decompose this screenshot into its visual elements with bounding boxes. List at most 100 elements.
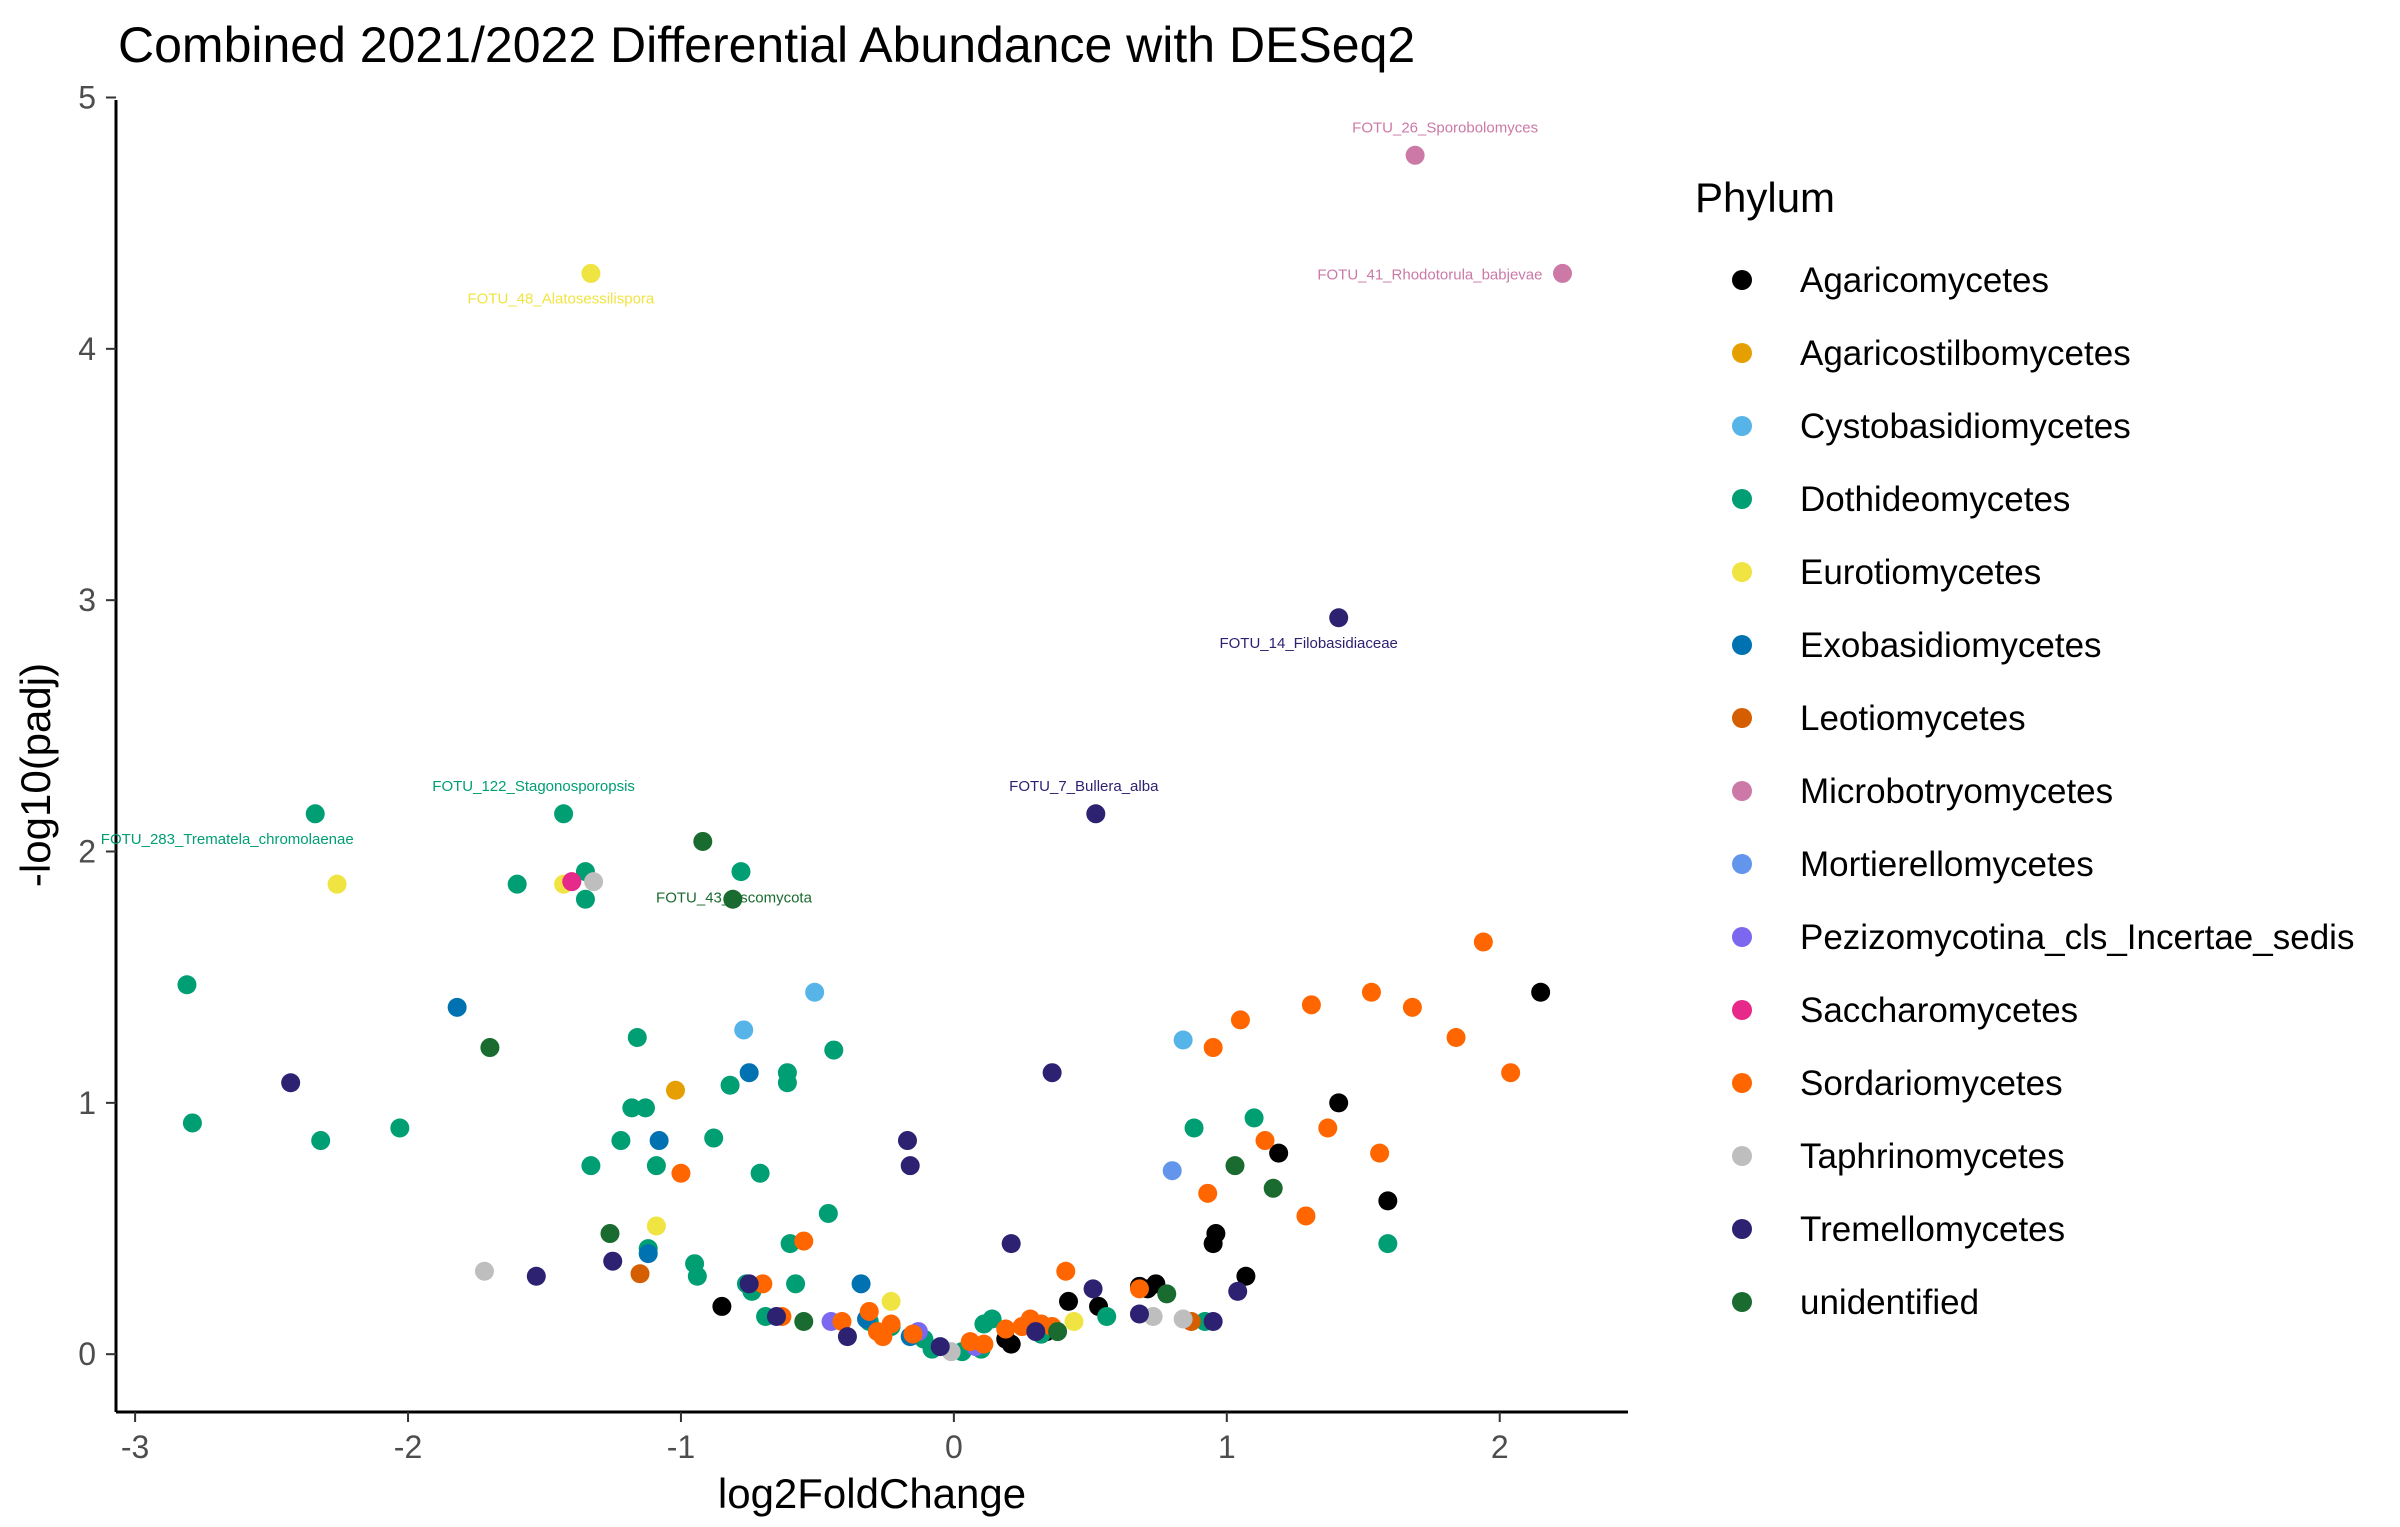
data-point bbox=[507, 874, 527, 894]
data-point bbox=[177, 975, 197, 995]
data-point bbox=[794, 1312, 814, 1332]
data-point bbox=[897, 1131, 917, 1151]
legend-label: Eurotiomycetes bbox=[1800, 553, 2041, 592]
y-tick-label: 4 bbox=[78, 331, 96, 367]
data-point bbox=[818, 1203, 838, 1223]
data-point bbox=[1173, 1309, 1193, 1329]
data-point bbox=[766, 1306, 786, 1326]
legend-label: Tremellomycetes bbox=[1800, 1210, 2065, 1249]
point-annotations: FOTU_26_Sporobolomyces FOTU_41_Rhodotorul… bbox=[101, 119, 1543, 906]
data-point bbox=[562, 872, 582, 892]
point-annotation: FOTU_283_Trematela_chromolaenae bbox=[101, 831, 354, 848]
data-point bbox=[1198, 1183, 1218, 1203]
data-point bbox=[1173, 1030, 1193, 1050]
data-point bbox=[753, 1274, 773, 1294]
data-point bbox=[1203, 1038, 1223, 1058]
legend-swatch bbox=[1732, 781, 1752, 801]
data-point bbox=[281, 1073, 301, 1093]
chart-title: Combined 2021/2022 Differential Abundanc… bbox=[118, 17, 1415, 73]
data-point bbox=[575, 889, 595, 909]
data-point bbox=[739, 1274, 759, 1294]
data-point bbox=[627, 1028, 647, 1048]
data-point bbox=[622, 1098, 642, 1118]
legend-label: Pezizomycotina_cls_Incertae_sedis bbox=[1800, 918, 2354, 957]
data-point bbox=[1236, 1266, 1256, 1286]
data-point bbox=[832, 1312, 852, 1332]
legend-label: Agaricomycetes bbox=[1800, 261, 2049, 300]
data-point bbox=[1048, 1322, 1068, 1342]
x-tick-label: 0 bbox=[945, 1429, 963, 1465]
data-point bbox=[750, 1163, 770, 1183]
data-point bbox=[649, 1131, 669, 1151]
legend-swatch bbox=[1732, 635, 1752, 655]
data-point bbox=[1361, 982, 1381, 1002]
legend-label: Agaricostilbomycetes bbox=[1800, 334, 2131, 373]
data-point bbox=[731, 862, 751, 882]
legend-label: Exobasidiomycetes bbox=[1800, 626, 2102, 665]
x-tick-label: 2 bbox=[1491, 1429, 1509, 1465]
data-point bbox=[646, 1156, 666, 1176]
y-tick-label: 1 bbox=[78, 1085, 96, 1121]
legend: Phylum Agaricomycetes Agaricostilbomycete… bbox=[1695, 174, 2354, 1322]
data-point bbox=[1318, 1118, 1338, 1138]
data-point bbox=[805, 982, 825, 1002]
data-point bbox=[881, 1314, 901, 1334]
data-point bbox=[1501, 1063, 1521, 1083]
data-point bbox=[1129, 1279, 1149, 1299]
data-point bbox=[1001, 1234, 1021, 1254]
data-point bbox=[1206, 1224, 1226, 1244]
data-point bbox=[1157, 1284, 1177, 1304]
data-point bbox=[1203, 1312, 1223, 1332]
data-point bbox=[1083, 1279, 1103, 1299]
data-point bbox=[777, 1073, 797, 1093]
y-tick-label: 3 bbox=[78, 582, 96, 618]
data-point bbox=[182, 1113, 202, 1133]
data-point bbox=[712, 1296, 732, 1316]
data-point bbox=[1446, 1028, 1466, 1048]
data-point bbox=[837, 1327, 857, 1347]
data-point bbox=[786, 1274, 806, 1294]
data-point bbox=[996, 1319, 1016, 1339]
data-point bbox=[930, 1337, 950, 1357]
legend-swatch bbox=[1732, 854, 1752, 874]
legend-swatch bbox=[1732, 343, 1752, 363]
point-annotation: FOTU_48_Alatosessilispora bbox=[468, 290, 655, 307]
legend-label: Saccharomycetes bbox=[1800, 991, 2078, 1030]
legend-label: Taphrinomycetes bbox=[1800, 1137, 2065, 1176]
data-point bbox=[1329, 1093, 1349, 1113]
legend-swatch bbox=[1732, 1219, 1752, 1239]
data-point bbox=[881, 1291, 901, 1311]
data-point bbox=[1329, 608, 1349, 628]
data-point bbox=[1405, 145, 1425, 165]
data-point bbox=[1552, 263, 1572, 283]
point-annotation: FOTU_43_Ascomycota bbox=[656, 890, 813, 907]
data-point bbox=[739, 1063, 759, 1083]
data-point bbox=[1059, 1291, 1079, 1311]
legend-label: Sordariomycetes bbox=[1800, 1064, 2063, 1103]
data-point bbox=[859, 1301, 879, 1321]
data-point bbox=[1473, 932, 1493, 952]
data-point bbox=[584, 872, 604, 892]
x-tick-label: 1 bbox=[1218, 1429, 1236, 1465]
data-point bbox=[1129, 1304, 1149, 1324]
x-tick-label: -2 bbox=[394, 1429, 422, 1465]
data-point bbox=[1230, 1010, 1250, 1030]
legend-swatch bbox=[1732, 1073, 1752, 1093]
legend-swatch bbox=[1732, 562, 1752, 582]
data-point bbox=[1064, 1312, 1084, 1332]
legend-label: Leotiomycetes bbox=[1800, 699, 2026, 738]
data-point bbox=[1370, 1143, 1390, 1163]
data-point bbox=[1162, 1161, 1182, 1181]
y-tick-label: 0 bbox=[78, 1336, 96, 1372]
data-point bbox=[794, 1231, 814, 1251]
data-point bbox=[600, 1224, 620, 1244]
data-point bbox=[665, 1080, 685, 1100]
data-point bbox=[311, 1131, 331, 1151]
data-point bbox=[1255, 1131, 1275, 1151]
data-points bbox=[177, 145, 1572, 1362]
x-axis: -3 -2 -1 0 1 2 bbox=[116, 1410, 1628, 1465]
legend-swatch bbox=[1732, 1292, 1752, 1312]
data-point bbox=[824, 1040, 844, 1060]
data-point bbox=[903, 1324, 923, 1344]
